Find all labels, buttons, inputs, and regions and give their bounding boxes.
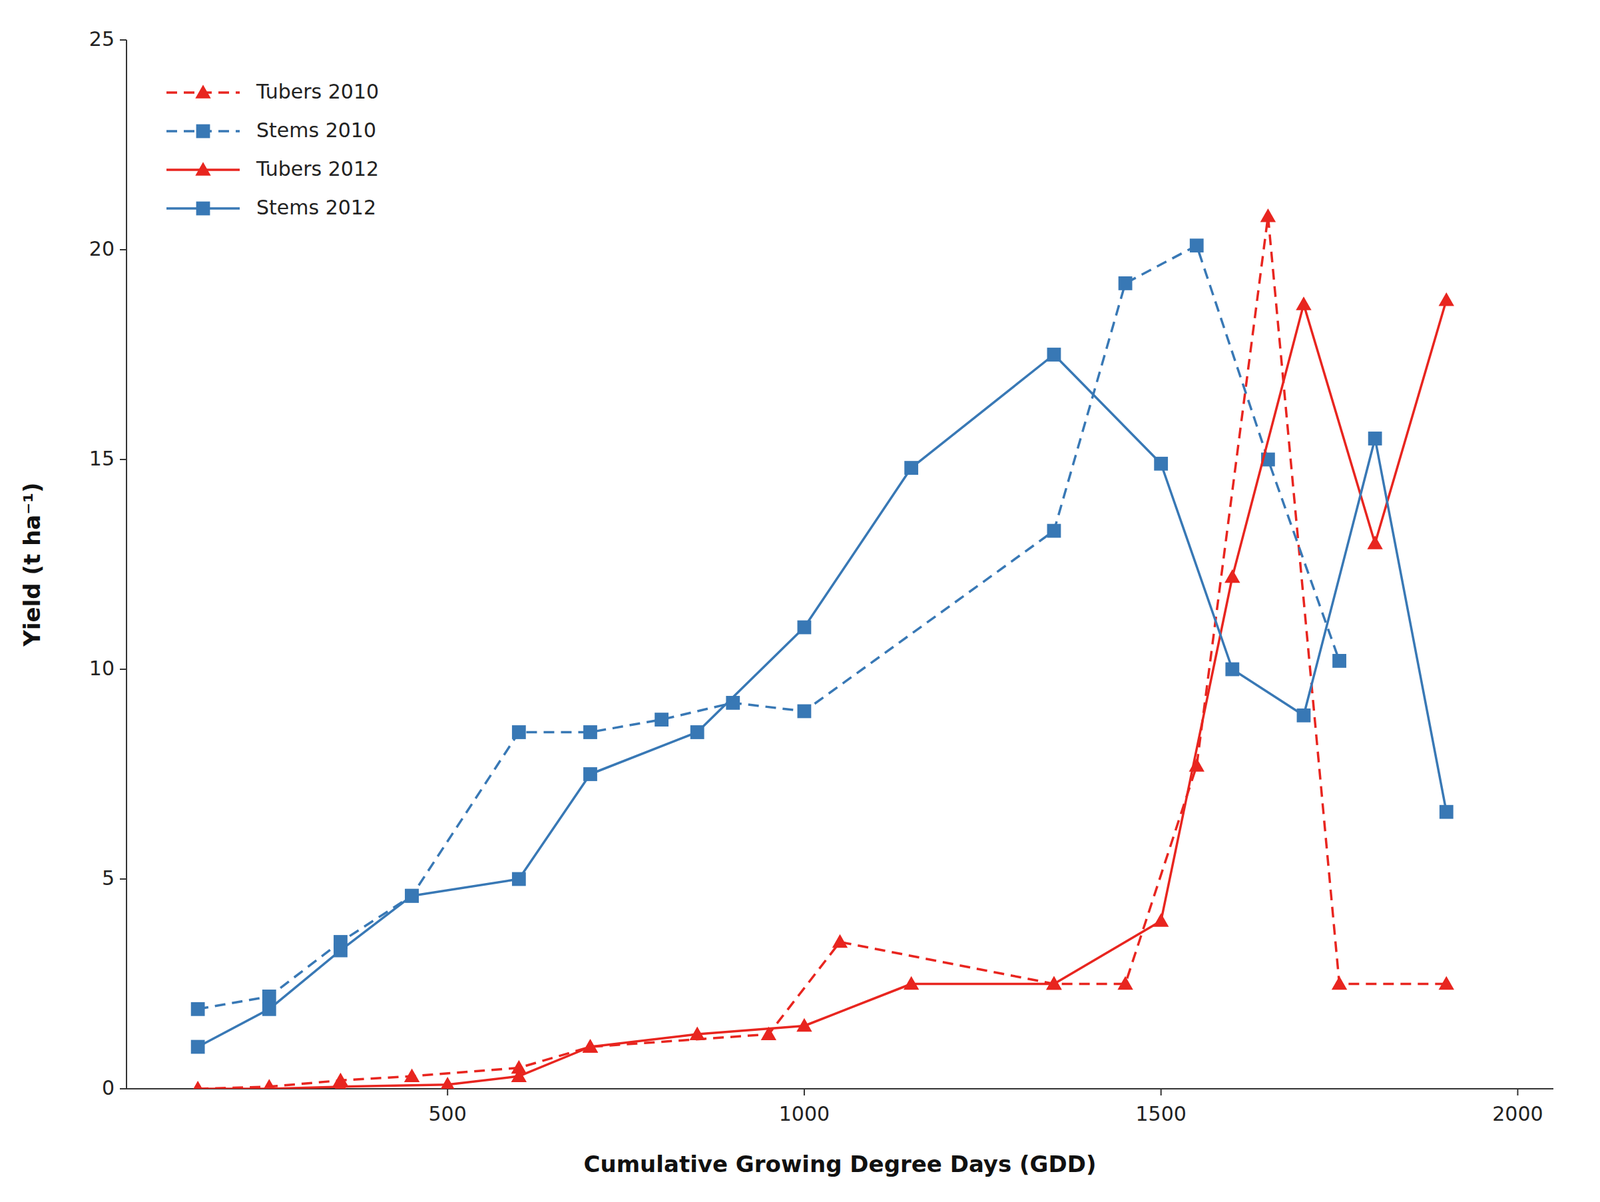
tick-mark xyxy=(119,39,127,41)
data-point xyxy=(189,1080,206,1089)
data-point xyxy=(1439,804,1454,819)
tick-label: 1500 xyxy=(1135,1101,1186,1126)
y-axis-label: Yield (t ha⁻¹) xyxy=(18,482,46,647)
data-point xyxy=(832,934,848,948)
data-point xyxy=(797,620,812,635)
tick-mark xyxy=(1516,1088,1519,1096)
data-point xyxy=(191,1002,206,1017)
data-point xyxy=(511,1067,527,1082)
x-axis-label: Cumulative Growing Degree Days (GDD) xyxy=(583,1150,1097,1178)
tick-label: 5 xyxy=(101,866,115,890)
data-point xyxy=(1438,292,1455,306)
data-point xyxy=(404,1067,420,1082)
data-point xyxy=(1366,535,1383,549)
data-point xyxy=(690,725,705,740)
data-point xyxy=(262,1002,277,1017)
data-point xyxy=(1224,569,1240,583)
data-point xyxy=(689,1026,706,1040)
data-point xyxy=(333,943,348,958)
data-point xyxy=(583,725,598,740)
data-point xyxy=(332,1078,349,1089)
data-point xyxy=(1118,276,1133,291)
tick-label: 500 xyxy=(428,1101,467,1126)
series-line xyxy=(197,300,1447,1089)
tick-mark xyxy=(119,1087,127,1090)
series-line xyxy=(197,216,1447,1089)
data-point xyxy=(1368,431,1383,446)
y-axis-line xyxy=(125,39,128,1089)
legend-label: Stems 2012 xyxy=(256,195,377,220)
tick-label: 25 xyxy=(89,27,115,51)
data-point xyxy=(1297,708,1312,723)
data-point xyxy=(1225,662,1240,677)
series-line xyxy=(197,354,1447,1048)
data-point xyxy=(1153,912,1169,927)
data-point xyxy=(1332,653,1347,668)
tick-mark xyxy=(446,1088,449,1096)
series xyxy=(189,208,1455,1089)
data-point xyxy=(1331,976,1347,990)
chart-svg: 0 5 10 15 20 25 500 1000 1500 2000 Cumulative Grow… xyxy=(0,0,1600,1202)
tick-mark xyxy=(119,878,127,880)
tick-label: 2000 xyxy=(1492,1101,1543,1126)
tick-mark xyxy=(119,249,127,251)
data-point xyxy=(439,1076,455,1089)
legend: Tubers 2010 Stems 2010 Tubers 2012 Stems 20… xyxy=(166,79,379,220)
series-line xyxy=(197,245,1339,1010)
tick-label: 1000 xyxy=(779,1101,830,1126)
tick-mark xyxy=(1160,1088,1162,1096)
legend-label: Tubers 2012 xyxy=(255,157,379,181)
data-point xyxy=(583,767,598,782)
plot-area xyxy=(189,208,1455,1089)
tick-label: 20 xyxy=(89,237,115,261)
data-point xyxy=(1295,296,1312,310)
legend-marker xyxy=(196,201,211,216)
data-point xyxy=(404,888,419,903)
legend-marker xyxy=(195,161,211,176)
legend-label: Stems 2010 xyxy=(256,118,377,142)
chart-container: 0 5 10 15 20 25 500 1000 1500 2000 Cumulative Grow… xyxy=(0,0,1600,1202)
data-point xyxy=(904,460,919,475)
y-axis: 0 5 10 15 20 25 xyxy=(89,27,127,1100)
data-point xyxy=(582,1038,598,1053)
tick-mark xyxy=(119,458,127,461)
data-point xyxy=(1046,976,1062,990)
data-point xyxy=(512,725,527,740)
data-point xyxy=(903,976,919,990)
data-point xyxy=(1047,347,1062,362)
x-axis: 500 1000 1500 2000 xyxy=(428,1088,1544,1126)
tick-mark xyxy=(803,1088,805,1096)
series xyxy=(191,347,1454,1054)
data-point xyxy=(1438,976,1455,990)
data-point xyxy=(796,1018,812,1032)
series xyxy=(191,238,1347,1016)
data-point xyxy=(654,712,669,727)
data-point xyxy=(1047,524,1062,538)
data-point xyxy=(191,1040,206,1055)
legend-marker xyxy=(195,84,211,98)
legend-marker xyxy=(196,124,211,139)
tick-label: 0 xyxy=(101,1075,115,1100)
data-point xyxy=(1260,208,1276,222)
data-point xyxy=(1117,976,1133,990)
series xyxy=(189,292,1455,1089)
tick-label: 15 xyxy=(89,446,115,471)
data-point xyxy=(512,872,527,887)
legend-label: Tubers 2010 xyxy=(255,79,379,104)
tick-mark xyxy=(119,668,127,670)
data-point xyxy=(262,989,277,1004)
data-point xyxy=(1189,238,1204,253)
data-point xyxy=(189,1080,206,1089)
tick-label: 10 xyxy=(89,656,115,680)
data-point xyxy=(404,888,419,903)
data-point xyxy=(797,704,812,719)
data-point xyxy=(261,1080,277,1089)
background xyxy=(0,0,1600,1202)
data-point xyxy=(1153,456,1168,471)
